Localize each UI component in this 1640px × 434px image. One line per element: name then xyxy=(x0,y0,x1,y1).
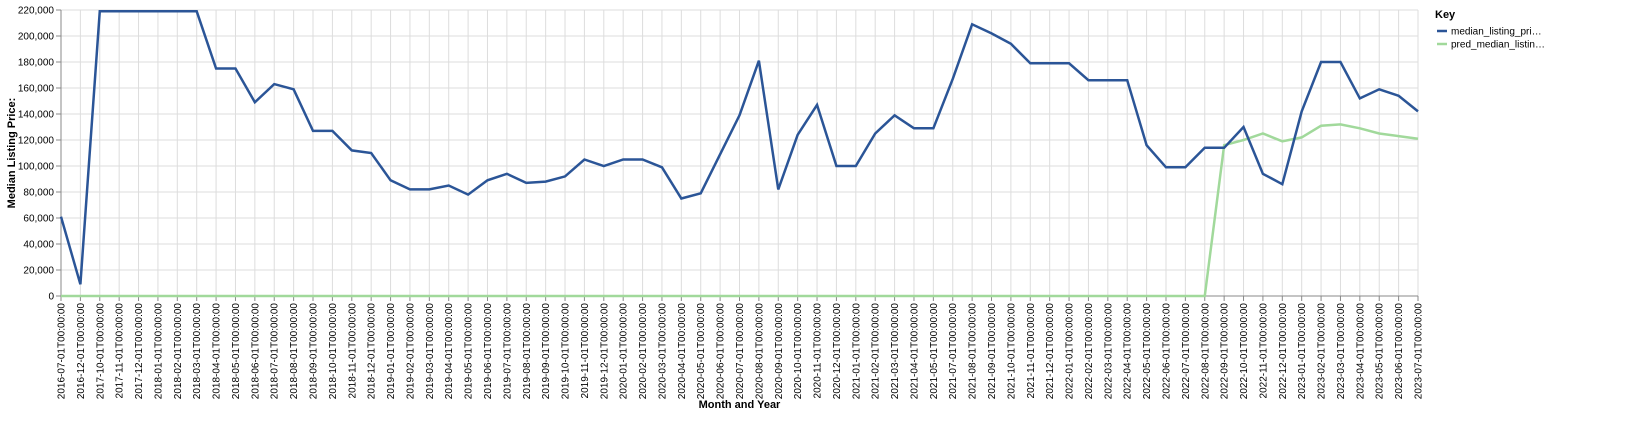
x-tick-label: 2018-09-01T00:00:00 xyxy=(309,303,320,400)
y-tick-label: 80,000 xyxy=(23,188,54,199)
y-tick-label: 40,000 xyxy=(23,240,54,251)
series-line-0 xyxy=(59,10,1419,285)
x-tick-label: 2022-05-01T00:00:00 xyxy=(1142,303,1153,400)
x-tick-label: 2021-12-01T00:00:00 xyxy=(1045,303,1056,400)
legend: Key median_listing_pri… pred_median_listi… xyxy=(1435,9,1545,51)
x-tick-label: 2023-03-01T00:00:00 xyxy=(1336,303,1347,400)
x-tick-label: 2018-01-01T00:00:00 xyxy=(153,303,164,400)
x-tick-label: 2023-06-01T00:00:00 xyxy=(1394,303,1405,400)
x-tick-label: 2020-07-01T00:00:00 xyxy=(735,303,746,400)
y-tick-label: 220,000 xyxy=(18,6,55,17)
x-tick-label: 2019-09-01T00:00:00 xyxy=(541,303,552,400)
x-tick-label: 2022-07-01T00:00:00 xyxy=(1181,303,1192,400)
x-tick-label: 2018-10-01T00:00:00 xyxy=(328,303,339,400)
y-tick-label: 0 xyxy=(48,292,54,303)
series-line-1 xyxy=(61,123,1419,298)
legend-label: pred_median_listin… xyxy=(1451,40,1545,51)
x-tick-label: 2021-04-01T00:00:00 xyxy=(909,303,920,400)
x-tick-label: 2020-09-01T00:00:00 xyxy=(774,303,785,400)
x-tick-label: 2018-04-01T00:00:00 xyxy=(212,303,223,400)
x-tick-label: 2020-10-01T00:00:00 xyxy=(793,303,804,400)
gridlines xyxy=(60,9,1419,297)
x-tick-label: 2023-04-01T00:00:00 xyxy=(1355,303,1366,400)
x-tick-label: 2020-05-01T00:00:00 xyxy=(696,303,707,400)
x-tick-label: 2019-05-01T00:00:00 xyxy=(464,303,475,400)
x-tick-label: 2020-04-01T00:00:00 xyxy=(677,303,688,400)
x-axis: 2016-07-01T00:00:00 2016-12-01T00:00:00 20… xyxy=(57,295,1425,400)
x-tick-label: 2018-05-01T00:00:00 xyxy=(231,303,242,400)
y-tick-label: 20,000 xyxy=(23,266,54,277)
x-tick-label: 2022-03-01T00:00:00 xyxy=(1103,303,1114,400)
x-tick-label: 2019-01-01T00:00:00 xyxy=(386,303,397,400)
x-tick-label: 2023-05-01T00:00:00 xyxy=(1375,303,1386,400)
x-tick-label: 2022-11-01T00:00:00 xyxy=(1258,303,1269,399)
x-tick-label: 2019-03-01T00:00:00 xyxy=(425,303,436,400)
x-tick-label: 2020-12-01T00:00:00 xyxy=(832,303,843,400)
x-tick-label: 2022-06-01T00:00:00 xyxy=(1161,303,1172,400)
x-tick-label: 2020-08-01T00:00:00 xyxy=(754,303,765,400)
x-tick-label: 2018-08-01T00:00:00 xyxy=(289,303,300,400)
y-tick-label: 60,000 xyxy=(23,214,54,225)
y-tick-label: 180,000 xyxy=(18,58,55,69)
x-tick-label: 2016-12-01T00:00:00 xyxy=(76,303,87,400)
x-tick-label: 2020-06-01T00:00:00 xyxy=(716,303,727,400)
y-axis-title: Median Listing Price: xyxy=(6,98,18,209)
x-tick-label: 2018-06-01T00:00:00 xyxy=(250,303,261,400)
x-tick-label: 2021-07-01T00:00:00 xyxy=(948,303,959,400)
x-tick-label: 2022-08-01T00:00:00 xyxy=(1200,303,1211,400)
legend-title: Key xyxy=(1435,9,1456,21)
x-tick-label: 2019-11-01T00:00:00 xyxy=(580,303,591,399)
x-tick-label: 2017-12-01T00:00:00 xyxy=(134,303,145,400)
x-tick-label: 2022-04-01T00:00:00 xyxy=(1123,303,1134,400)
x-tick-label: 2020-02-01T00:00:00 xyxy=(638,303,649,400)
x-tick-label: 2022-09-01T00:00:00 xyxy=(1220,303,1231,400)
x-tick-label: 2020-03-01T00:00:00 xyxy=(657,303,668,400)
x-tick-label: 2021-01-01T00:00:00 xyxy=(851,303,862,400)
x-tick-label: 2022-12-01T00:00:00 xyxy=(1278,303,1289,400)
x-tick-label: 2017-10-01T00:00:00 xyxy=(95,303,106,400)
y-tick-label: 200,000 xyxy=(18,32,55,43)
x-tick-label: 2022-02-01T00:00:00 xyxy=(1084,303,1095,400)
x-tick-label: 2019-04-01T00:00:00 xyxy=(444,303,455,400)
x-tick-label: 2017-11-01T00:00:00 xyxy=(115,303,126,399)
x-tick-label: 2023-07-01T00:00:00 xyxy=(1414,303,1425,400)
x-tick-label: 2021-03-01T00:00:00 xyxy=(890,303,901,400)
x-tick-label: 2019-06-01T00:00:00 xyxy=(483,303,494,400)
x-tick-label: 2023-01-01T00:00:00 xyxy=(1297,303,1308,400)
x-tick-label: 2021-02-01T00:00:00 xyxy=(871,303,882,400)
x-tick-label: 2021-11-01T00:00:00 xyxy=(1026,303,1037,399)
x-tick-label: 2022-10-01T00:00:00 xyxy=(1239,303,1250,400)
x-tick-label: 2021-08-01T00:00:00 xyxy=(968,303,979,400)
y-tick-label: 120,000 xyxy=(18,136,55,147)
x-tick-label: 2021-10-01T00:00:00 xyxy=(1006,303,1017,400)
x-tick-label: 2018-12-01T00:00:00 xyxy=(367,303,378,400)
x-axis-title: Month and Year xyxy=(699,399,781,411)
y-axis: 0 20,000 40,000 60,000 80,000 100,000 120,000 1… xyxy=(18,6,62,303)
x-tick-label: 2021-05-01T00:00:00 xyxy=(929,303,940,400)
y-tick-label: 140,000 xyxy=(18,110,55,121)
x-tick-label: 2018-02-01T00:00:00 xyxy=(173,303,184,400)
x-tick-label: 2018-11-01T00:00:00 xyxy=(347,303,358,399)
x-tick-label: 2019-10-01T00:00:00 xyxy=(561,303,572,400)
x-tick-label: 2021-09-01T00:00:00 xyxy=(987,303,998,400)
legend-label: median_listing_pri… xyxy=(1451,27,1542,38)
x-tick-label: 2016-07-01T00:00:00 xyxy=(57,303,68,400)
x-tick-label: 2020-11-01T00:00:00 xyxy=(813,303,824,399)
x-tick-label: 2023-02-01T00:00:00 xyxy=(1317,303,1328,400)
x-tick-label: 2020-01-01T00:00:00 xyxy=(619,303,630,400)
x-tick-label: 2019-08-01T00:00:00 xyxy=(522,303,533,400)
series-layer xyxy=(59,10,1419,298)
x-tick-label: 2018-07-01T00:00:00 xyxy=(270,303,281,400)
x-tick-label: 2019-07-01T00:00:00 xyxy=(502,303,513,400)
x-tick-label: 2019-12-01T00:00:00 xyxy=(599,303,610,400)
y-tick-label: 160,000 xyxy=(18,84,55,95)
x-tick-label: 2018-03-01T00:00:00 xyxy=(192,303,203,400)
x-tick-label: 2019-02-01T00:00:00 xyxy=(405,303,416,400)
x-tick-label: 2022-01-01T00:00:00 xyxy=(1065,303,1076,400)
y-tick-label: 100,000 xyxy=(18,162,55,173)
